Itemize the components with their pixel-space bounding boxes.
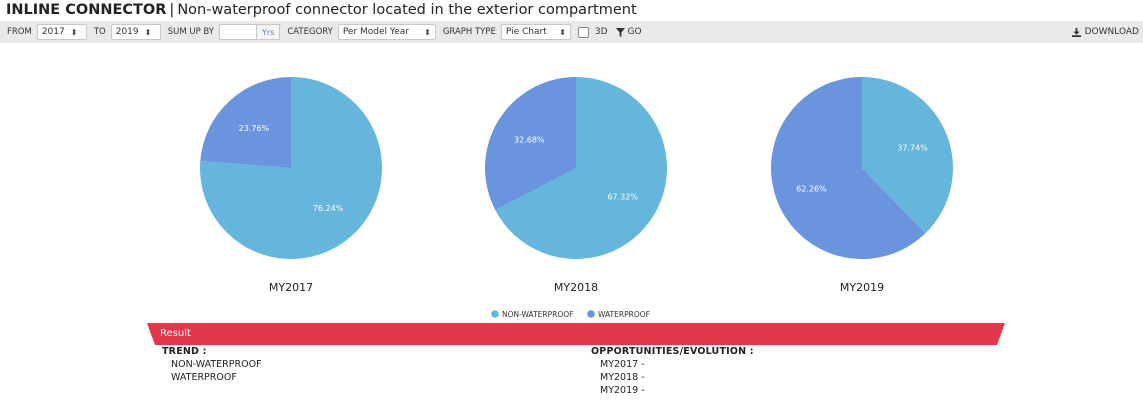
title-description: Non-waterproof connector located in the … [177, 2, 637, 18]
result-label: Result [160, 328, 191, 339]
sumup-unit-addon: Yrs [256, 24, 281, 40]
slice-data-label: 76.24% [313, 204, 344, 213]
pie-slice [495, 77, 667, 259]
pie-slice [862, 77, 954, 234]
title-bold: INLINE CONNECTOR [6, 2, 167, 18]
three-d-checkbox[interactable] [577, 26, 589, 38]
to-year-select[interactable]: 2019 ⬍ [110, 24, 161, 40]
legend-label: NON-WATERPROOF [502, 310, 573, 319]
slice-data-label: 23.76% [239, 124, 270, 133]
from-year-select[interactable]: 2017 ⬍ [36, 24, 87, 40]
from-year-value: 2017 [41, 27, 65, 37]
trend-item: WATERPROOF [171, 372, 237, 383]
filter-toolbar: FROM 2017 ⬍ TO 2019 ⬍ SUM UP BY Yrs CATEGO… [0, 21, 1143, 43]
pie-slice [771, 77, 926, 259]
title-separator: | [169, 2, 175, 18]
download-label: DOWNLOAD [1084, 27, 1139, 37]
legend-label: WATERPROOF [598, 310, 650, 319]
opportunity-item: MY2018 - [600, 372, 645, 383]
slice-data-label: 67.32% [607, 192, 638, 201]
page-title: INLINE CONNECTOR | Non-waterproof connecto… [6, 0, 637, 20]
graphtype-value: Pie Chart [505, 27, 547, 37]
updown-arrow-icon: ⬍ [144, 27, 152, 37]
trend-item: NON-WATERPROOF [171, 359, 262, 370]
legend-marker [587, 310, 595, 318]
sumup-label: SUM UP BY [167, 27, 214, 37]
updown-arrow-icon: ⬍ [424, 27, 431, 37]
slice-data-label: 32.68% [514, 136, 545, 145]
three-d-label: 3D [594, 27, 608, 37]
result-bar: Result [147, 323, 1005, 345]
download-icon [1071, 27, 1081, 37]
trend-heading: TREND : [162, 346, 207, 357]
pie-title: MY2018 [554, 281, 598, 294]
go-label: GO [627, 27, 642, 37]
graphtype-select[interactable]: Pie Chart ⬍ [500, 24, 571, 40]
pie-charts: 76.24% 23.76% MY2017 67.32% 32.68% MY2018 37.7… [200, 77, 954, 319]
opportunity-item: MY2019 - [600, 385, 645, 396]
legend-marker [491, 310, 499, 318]
opportunities-heading: OPPORTUNITIES/EVOLUTION : [591, 346, 754, 357]
category-label: CATEGORY [287, 27, 333, 37]
pie-slice [484, 77, 576, 211]
pie-slice [200, 77, 383, 259]
pie-title: MY2019 [840, 281, 884, 294]
trend-section: TREND : NON-WATERPROOF WATERPROOF [162, 346, 262, 383]
pie-title: MY2017 [269, 281, 313, 294]
graphtype-label: GRAPH TYPE [442, 27, 496, 37]
download-button[interactable]: DOWNLOAD [1071, 21, 1139, 43]
updown-arrow-icon: ⬍ [559, 27, 566, 37]
opportunities-section: OPPORTUNITIES/EVOLUTION : MY2017 - MY201… [591, 346, 754, 396]
sumup-input[interactable] [218, 24, 257, 40]
category-select[interactable]: Per Model Year ⬍ [337, 24, 436, 40]
filter-icon [615, 27, 625, 37]
to-label: TO [93, 27, 106, 37]
category-value: Per Model Year [342, 27, 409, 37]
pie-slice [200, 77, 291, 168]
from-label: FROM [7, 27, 32, 37]
updown-arrow-icon: ⬍ [70, 27, 78, 37]
opportunity-item: MY2017 - [600, 359, 645, 370]
result-bar-shape [147, 323, 1005, 345]
slice-data-label: 62.26% [796, 185, 827, 194]
slice-data-label: 37.74% [897, 144, 928, 153]
go-button[interactable]: GO [615, 27, 642, 37]
to-year-value: 2019 [115, 27, 139, 37]
